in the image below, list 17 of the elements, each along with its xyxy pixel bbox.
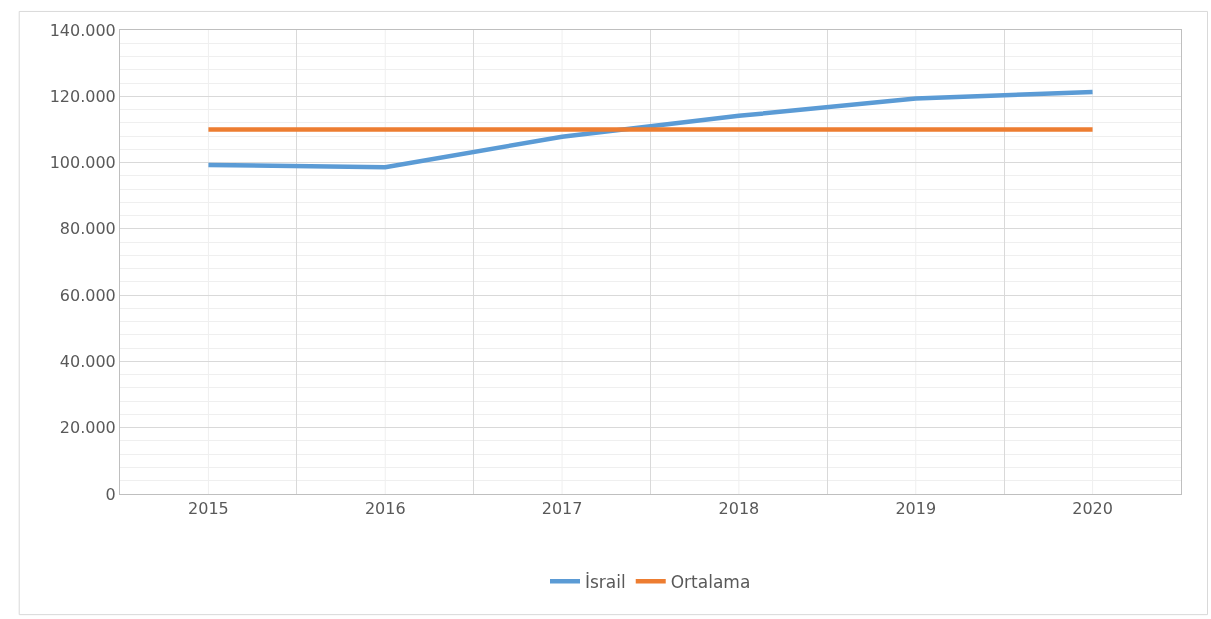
y-tick-label: 0 — [105, 484, 116, 504]
y-tick-label: 120.000 — [49, 86, 116, 106]
y-tick-label: 80.000 — [59, 219, 116, 239]
y-tick-label: 140.000 — [49, 20, 116, 40]
legend-label: Ortalama — [670, 571, 751, 592]
y-tick-label: 100.000 — [49, 153, 116, 173]
line-series — [206, 89, 1095, 170]
y-tick-label: 40.000 — [59, 352, 116, 372]
x-tick-label: 2019 — [895, 499, 937, 519]
x-tick-label: 2017 — [541, 499, 583, 519]
y-tick-label: 20.000 — [59, 418, 116, 438]
x-tick-label: 2016 — [364, 499, 406, 519]
legend-label: İsrail — [585, 571, 626, 592]
x-tick-label: 2018 — [718, 499, 760, 519]
x-tick-label: 2015 — [188, 499, 229, 519]
y-tick-label: 60.000 — [59, 285, 116, 305]
x-tick-label: 2020 — [1072, 499, 1113, 519]
